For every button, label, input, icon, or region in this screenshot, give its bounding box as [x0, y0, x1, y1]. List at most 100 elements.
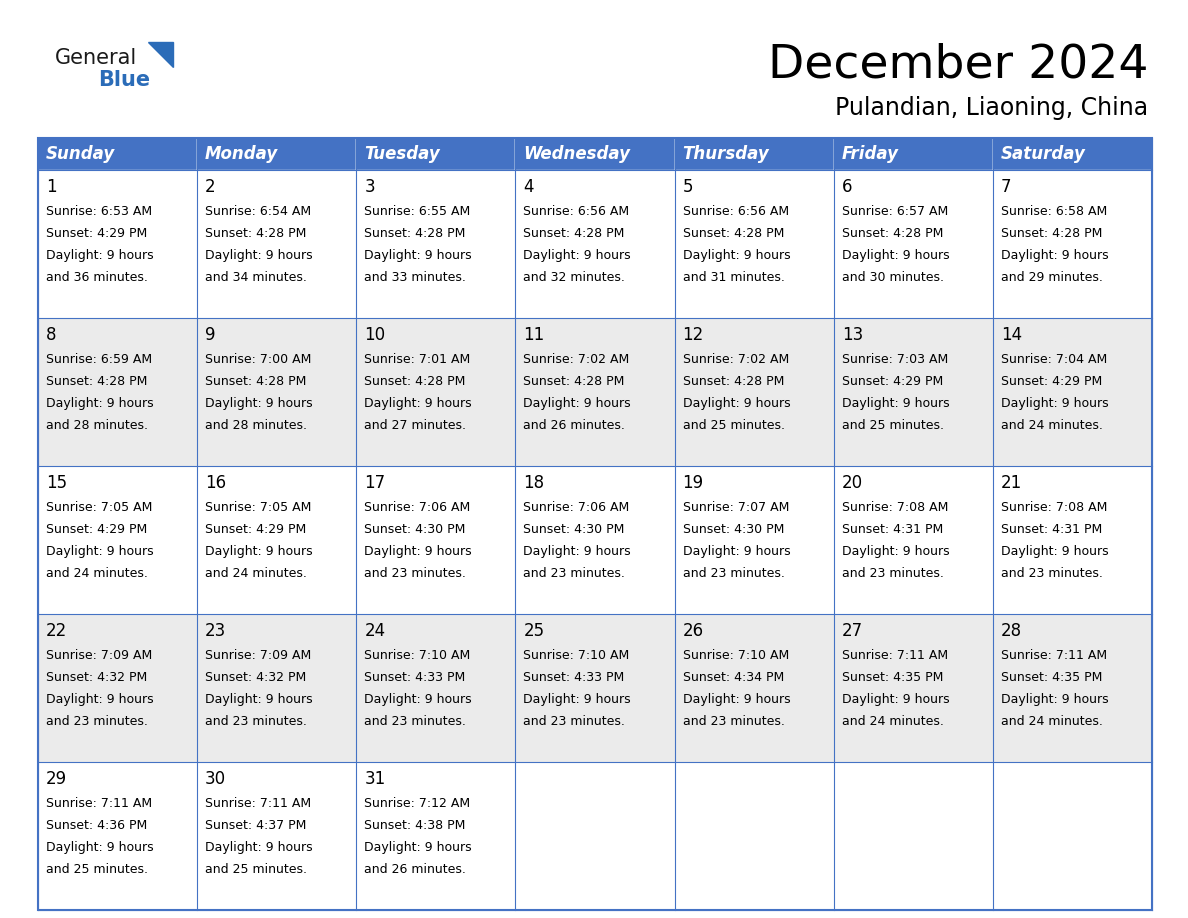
Text: Sunset: 4:31 PM: Sunset: 4:31 PM	[1000, 523, 1102, 536]
Text: and 27 minutes.: and 27 minutes.	[365, 419, 466, 432]
Text: 12: 12	[683, 326, 703, 344]
Text: Sunset: 4:28 PM: Sunset: 4:28 PM	[842, 227, 943, 240]
Text: Sunrise: 7:02 AM: Sunrise: 7:02 AM	[683, 353, 789, 366]
Text: 20: 20	[842, 474, 862, 492]
Bar	[38, 170, 197, 318]
Text: Sunset: 4:30 PM: Sunset: 4:30 PM	[365, 523, 466, 536]
Text: Sunset: 4:36 PM: Sunset: 4:36 PM	[46, 819, 147, 832]
Text: 3: 3	[365, 178, 375, 196]
Text: Sunrise: 7:04 AM: Sunrise: 7:04 AM	[1000, 353, 1107, 366]
Bar	[38, 138, 1152, 910]
Bar	[675, 762, 834, 910]
Text: and 34 minutes.: and 34 minutes.	[206, 271, 307, 284]
Text: and 28 minutes.: and 28 minutes.	[46, 419, 148, 432]
Text: and 23 minutes.: and 23 minutes.	[842, 567, 943, 580]
Bar	[197, 614, 356, 762]
Bar	[675, 318, 834, 466]
Bar	[38, 466, 197, 614]
Text: Sunrise: 6:54 AM: Sunrise: 6:54 AM	[206, 205, 311, 218]
Text: and 31 minutes.: and 31 minutes.	[683, 271, 784, 284]
Text: and 26 minutes.: and 26 minutes.	[524, 419, 625, 432]
Text: Sunrise: 7:06 AM: Sunrise: 7:06 AM	[365, 501, 470, 514]
Text: Daylight: 9 hours: Daylight: 9 hours	[46, 249, 153, 262]
Text: Daylight: 9 hours: Daylight: 9 hours	[524, 693, 631, 706]
Text: General: General	[55, 48, 138, 68]
Text: Sunset: 4:28 PM: Sunset: 4:28 PM	[206, 375, 307, 388]
Text: and 24 minutes.: and 24 minutes.	[1000, 715, 1102, 728]
Text: Sunset: 4:32 PM: Sunset: 4:32 PM	[46, 671, 147, 684]
Bar	[356, 466, 516, 614]
Text: Sunset: 4:28 PM: Sunset: 4:28 PM	[46, 375, 147, 388]
Text: Daylight: 9 hours: Daylight: 9 hours	[46, 545, 153, 558]
Text: Daylight: 9 hours: Daylight: 9 hours	[842, 397, 949, 410]
Bar	[993, 318, 1152, 466]
Text: Sunday: Sunday	[46, 145, 115, 163]
Text: and 25 minutes.: and 25 minutes.	[842, 419, 943, 432]
Text: and 25 minutes.: and 25 minutes.	[46, 863, 148, 876]
Text: Friday: Friday	[842, 145, 898, 163]
Bar	[516, 614, 675, 762]
Text: Sunset: 4:28 PM: Sunset: 4:28 PM	[365, 375, 466, 388]
Text: Sunset: 4:28 PM: Sunset: 4:28 PM	[365, 227, 466, 240]
Text: Sunrise: 7:11 AM: Sunrise: 7:11 AM	[842, 649, 948, 662]
Text: Sunset: 4:28 PM: Sunset: 4:28 PM	[1000, 227, 1102, 240]
Text: 7: 7	[1000, 178, 1011, 196]
Text: 9: 9	[206, 326, 216, 344]
Text: 4: 4	[524, 178, 533, 196]
Text: 11: 11	[524, 326, 544, 344]
Text: Daylight: 9 hours: Daylight: 9 hours	[683, 249, 790, 262]
Text: Sunrise: 7:01 AM: Sunrise: 7:01 AM	[365, 353, 470, 366]
Text: Sunrise: 6:55 AM: Sunrise: 6:55 AM	[365, 205, 470, 218]
Text: 22: 22	[46, 622, 68, 640]
Text: and 24 minutes.: and 24 minutes.	[46, 567, 147, 580]
Text: Sunrise: 7:11 AM: Sunrise: 7:11 AM	[46, 797, 152, 810]
Bar	[38, 762, 197, 910]
Text: Sunrise: 6:56 AM: Sunrise: 6:56 AM	[683, 205, 789, 218]
Bar	[993, 762, 1152, 910]
Text: Sunset: 4:29 PM: Sunset: 4:29 PM	[46, 227, 147, 240]
Text: Thursday: Thursday	[683, 145, 770, 163]
Text: Sunrise: 7:00 AM: Sunrise: 7:00 AM	[206, 353, 311, 366]
Text: and 23 minutes.: and 23 minutes.	[365, 715, 466, 728]
Text: Daylight: 9 hours: Daylight: 9 hours	[365, 693, 472, 706]
Text: and 23 minutes.: and 23 minutes.	[683, 567, 784, 580]
Text: Daylight: 9 hours: Daylight: 9 hours	[1000, 693, 1108, 706]
Bar	[675, 170, 834, 318]
Text: Sunset: 4:35 PM: Sunset: 4:35 PM	[842, 671, 943, 684]
Bar	[993, 170, 1152, 318]
Bar	[197, 170, 356, 318]
Text: Daylight: 9 hours: Daylight: 9 hours	[206, 693, 312, 706]
Bar	[834, 466, 993, 614]
Text: Daylight: 9 hours: Daylight: 9 hours	[206, 841, 312, 854]
Bar	[675, 138, 834, 170]
Text: Sunset: 4:37 PM: Sunset: 4:37 PM	[206, 819, 307, 832]
Text: Daylight: 9 hours: Daylight: 9 hours	[1000, 545, 1108, 558]
Text: Daylight: 9 hours: Daylight: 9 hours	[683, 545, 790, 558]
Bar	[356, 170, 516, 318]
Text: and 23 minutes.: and 23 minutes.	[46, 715, 147, 728]
Bar	[834, 170, 993, 318]
Text: Sunrise: 6:57 AM: Sunrise: 6:57 AM	[842, 205, 948, 218]
Text: and 23 minutes.: and 23 minutes.	[524, 567, 625, 580]
Text: 21: 21	[1000, 474, 1022, 492]
Text: Sunset: 4:33 PM: Sunset: 4:33 PM	[365, 671, 466, 684]
Text: Sunset: 4:29 PM: Sunset: 4:29 PM	[842, 375, 943, 388]
Text: 26: 26	[683, 622, 703, 640]
Text: 17: 17	[365, 474, 385, 492]
Text: Blue: Blue	[97, 70, 150, 90]
Bar	[834, 318, 993, 466]
Text: and 23 minutes.: and 23 minutes.	[683, 715, 784, 728]
Text: Wednesday: Wednesday	[524, 145, 631, 163]
Text: Daylight: 9 hours: Daylight: 9 hours	[365, 545, 472, 558]
Bar	[38, 138, 197, 170]
Text: and 23 minutes.: and 23 minutes.	[524, 715, 625, 728]
Bar	[197, 318, 356, 466]
Text: Sunrise: 6:58 AM: Sunrise: 6:58 AM	[1000, 205, 1107, 218]
Text: 18: 18	[524, 474, 544, 492]
Text: Sunrise: 6:59 AM: Sunrise: 6:59 AM	[46, 353, 152, 366]
Text: 31: 31	[365, 770, 386, 788]
Text: Sunset: 4:29 PM: Sunset: 4:29 PM	[1000, 375, 1102, 388]
Text: 14: 14	[1000, 326, 1022, 344]
Text: Daylight: 9 hours: Daylight: 9 hours	[842, 249, 949, 262]
Text: Sunset: 4:32 PM: Sunset: 4:32 PM	[206, 671, 307, 684]
